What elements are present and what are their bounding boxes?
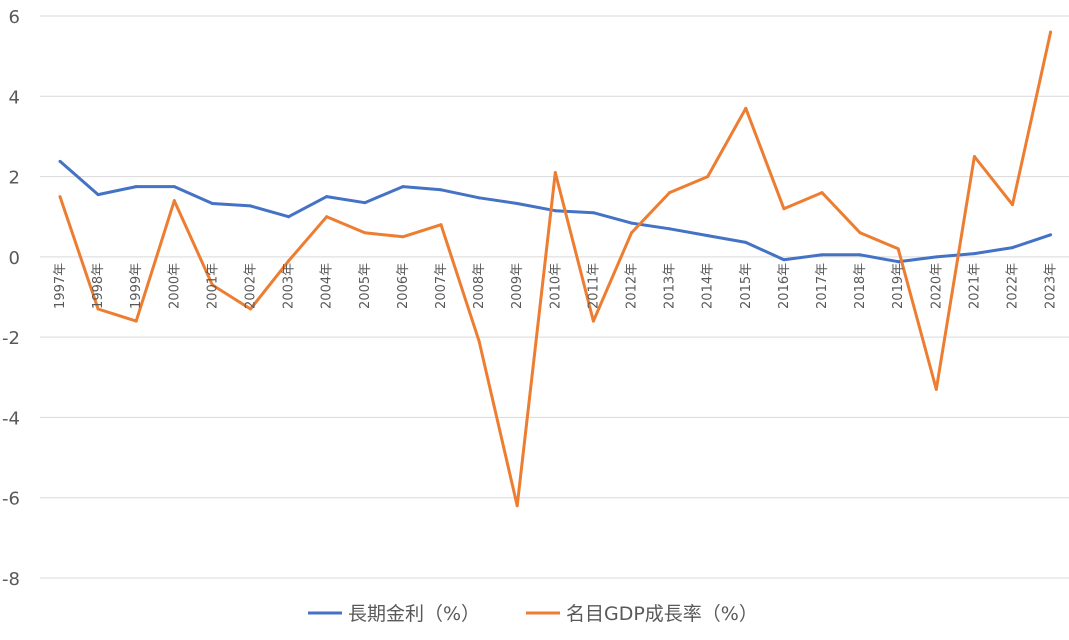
- x-tick-label: 2002年: [244, 263, 259, 309]
- data-point: [401, 185, 405, 189]
- data-point: [820, 191, 824, 195]
- data-point: [134, 319, 138, 323]
- y-tick-label: -4: [2, 408, 20, 429]
- x-tick-label: 2022年: [1006, 263, 1021, 309]
- x-tick-label: 2009年: [510, 263, 525, 309]
- legend-label: 長期金利（%）: [348, 603, 480, 625]
- x-tick-label: 2016年: [777, 263, 792, 309]
- x-tick-label: 2017年: [815, 263, 830, 309]
- data-point: [782, 258, 786, 262]
- x-axis-ticks: 1997年 1998年 1999年 2000年 2001年 2002年 2003年 2004年…: [53, 263, 1059, 309]
- data-point: [287, 259, 291, 263]
- data-point: [439, 188, 443, 192]
- data-point: [325, 195, 329, 199]
- data-point: [744, 240, 748, 244]
- x-tick-label: 2011年: [586, 263, 601, 309]
- x-tick-label: 2006年: [396, 263, 411, 309]
- x-tick-label: 2010年: [548, 263, 563, 309]
- data-point: [1049, 233, 1053, 237]
- data-point: [210, 201, 214, 205]
- x-tick-label: 2001年: [205, 263, 220, 309]
- x-tick-label: 2023年: [1044, 263, 1059, 309]
- x-tick-label: 2015年: [739, 263, 754, 309]
- data-point: [363, 201, 367, 205]
- data-point: [325, 215, 329, 219]
- data-point: [858, 231, 862, 235]
- data-point: [249, 204, 252, 208]
- x-tick-label: 2020年: [929, 263, 944, 309]
- y-tick-label: -6: [2, 489, 20, 510]
- data-point: [820, 253, 824, 257]
- x-tick-label: 1999年: [129, 263, 144, 309]
- data-point: [1011, 246, 1014, 250]
- data-point: [210, 283, 214, 287]
- x-tick-label: 2003年: [282, 263, 297, 309]
- data-point: [249, 307, 252, 311]
- data-point: [934, 255, 938, 259]
- data-point: [630, 231, 633, 235]
- data-point: [515, 504, 519, 508]
- data-point: [134, 185, 138, 189]
- data-point: [896, 247, 900, 251]
- data-point: [782, 207, 786, 211]
- legend: 長期金利（%） 名目GDP成長率（%）: [308, 603, 758, 625]
- data-point: [934, 387, 938, 391]
- data-point: [591, 319, 595, 323]
- data-point: [744, 106, 748, 110]
- x-tick-label: 2012年: [625, 263, 640, 309]
- data-point: [477, 339, 481, 343]
- data-point: [668, 191, 672, 195]
- y-tick-label: -8: [2, 569, 20, 590]
- data-point: [1011, 203, 1014, 207]
- data-point: [172, 199, 176, 203]
- x-tick-label: 2000年: [167, 263, 182, 309]
- x-tick-label: 1997年: [53, 263, 68, 309]
- data-point: [668, 227, 672, 231]
- x-tick-label: 2014年: [701, 263, 716, 309]
- data-point: [553, 171, 557, 175]
- data-point: [287, 215, 291, 219]
- data-point: [96, 193, 100, 197]
- x-tick-label: 2007年: [434, 263, 449, 309]
- y-tick-label: 6: [9, 7, 20, 28]
- data-point: [401, 235, 405, 239]
- data-point: [706, 175, 710, 179]
- data-point: [172, 185, 176, 189]
- x-tick-label: 2021年: [967, 263, 982, 309]
- y-tick-label: 2: [9, 168, 20, 189]
- data-point: [58, 159, 62, 163]
- data-point: [96, 307, 100, 311]
- y-tick-label: -2: [2, 328, 20, 349]
- data-point: [1049, 30, 1053, 34]
- data-point: [630, 221, 633, 225]
- data-point: [706, 234, 710, 238]
- y-tick-label: 0: [9, 248, 20, 269]
- x-tick-label: 1998年: [91, 263, 106, 309]
- series-lines: [58, 30, 1053, 508]
- x-tick-label: 2018年: [853, 263, 868, 309]
- x-tick-label: 2019年: [891, 263, 906, 309]
- data-point: [896, 260, 900, 264]
- x-tick-label: 2005年: [358, 263, 373, 309]
- data-point: [553, 209, 557, 213]
- data-point: [972, 252, 976, 256]
- data-point: [58, 195, 62, 199]
- y-tick-label: 4: [9, 87, 20, 108]
- data-point: [363, 231, 367, 235]
- x-tick-label: 2013年: [663, 263, 678, 309]
- data-point: [477, 196, 481, 200]
- legend-label: 名目GDP成長率（%）: [566, 603, 758, 625]
- data-point: [591, 211, 595, 215]
- data-point: [972, 155, 976, 158]
- data-point: [515, 201, 519, 205]
- data-point: [858, 253, 862, 257]
- data-point: [439, 223, 443, 227]
- x-tick-label: 2008年: [472, 263, 487, 309]
- y-axis-ticks: 6 4 2 0 -2 -4 -6 -8: [2, 7, 20, 590]
- x-tick-label: 2004年: [320, 263, 335, 309]
